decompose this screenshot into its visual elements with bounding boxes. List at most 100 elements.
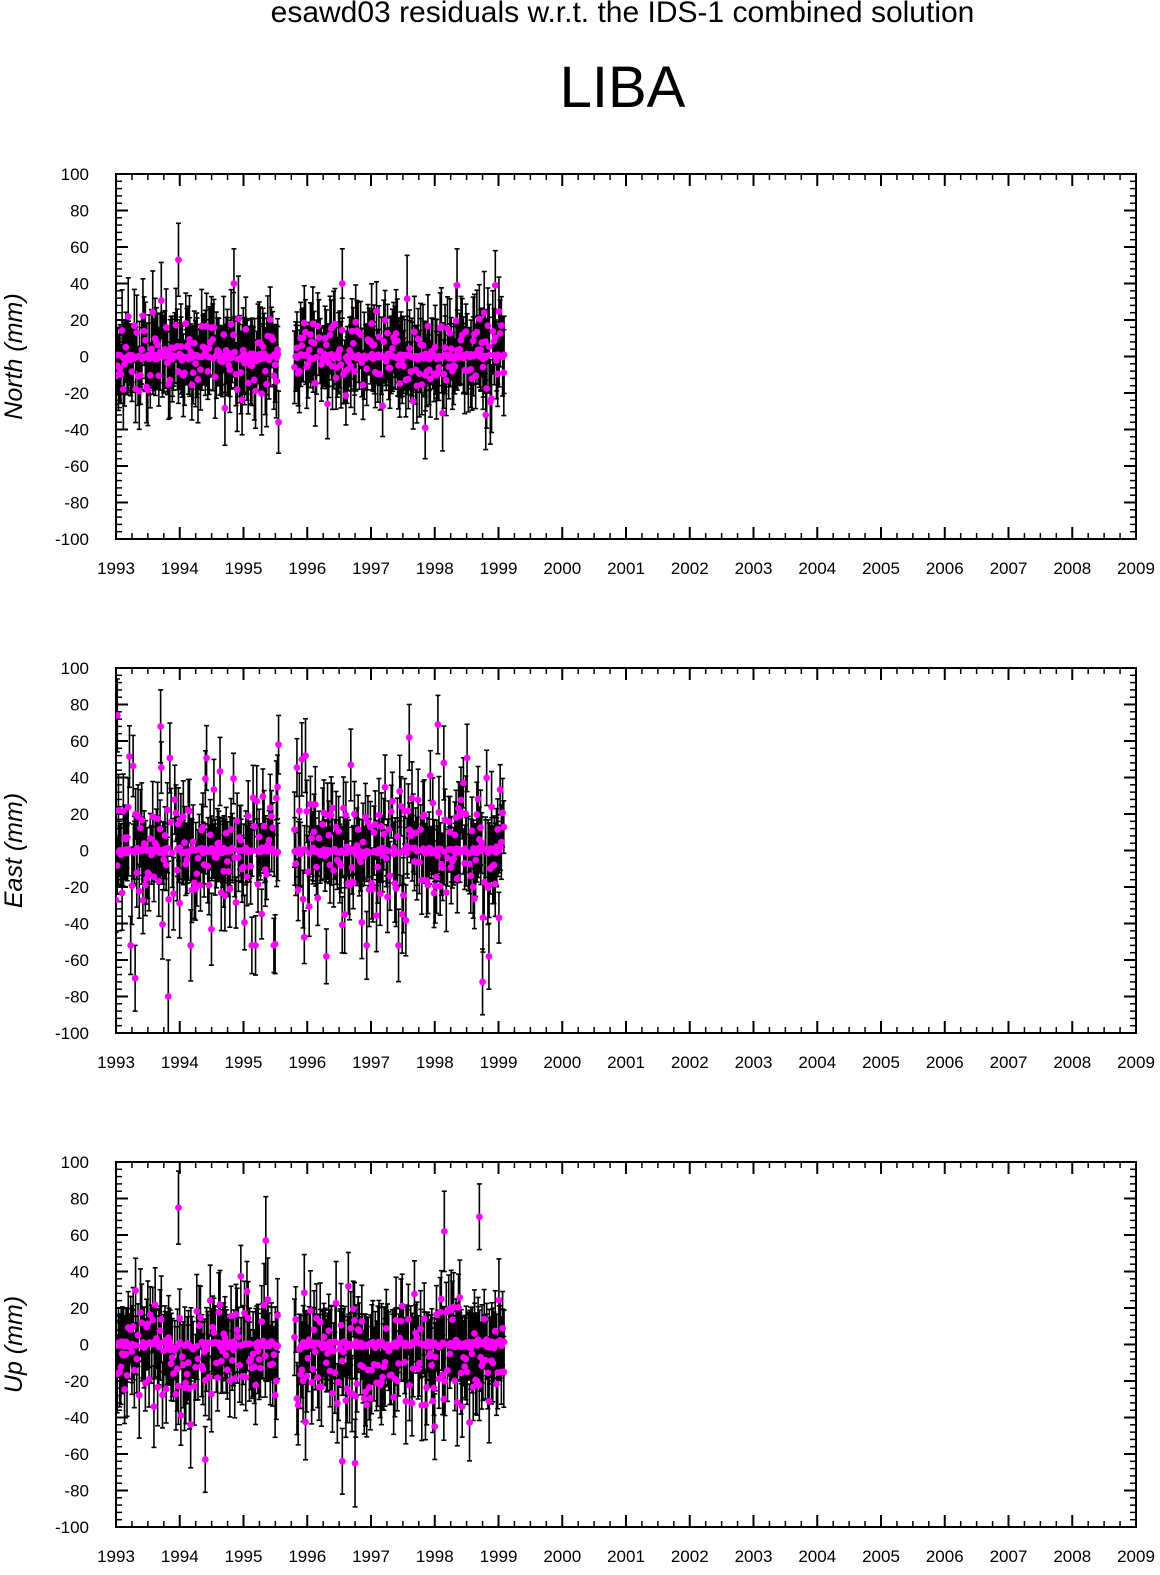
data-point [268,812,275,820]
data-point [424,322,432,330]
data-point [157,297,165,304]
data-point [500,823,508,831]
data-point [462,810,470,818]
data-point [381,316,389,324]
data-point [469,337,477,345]
data-point [483,385,491,392]
data-point [442,889,450,896]
data-point [295,367,303,375]
y-axis-title: East (mm) [0,793,28,908]
data-point [233,386,241,393]
data-point [124,803,132,811]
data-point [144,386,152,394]
data-point [406,345,413,352]
x-tick-label: 2004 [798,559,836,578]
data-point [418,381,426,389]
data-point [199,823,207,831]
data-point [386,364,394,372]
x-tick-label: 2000 [543,1547,581,1566]
data-point [371,821,379,828]
data-point [237,837,245,844]
data-point [164,844,172,852]
data-point [380,338,388,345]
data-point [466,860,473,868]
data-point [173,866,181,874]
data-point [308,834,316,842]
data-point [182,320,190,327]
y-tick-label: 40 [70,769,89,788]
data-point [352,318,360,326]
data-point [201,775,209,783]
data-point [467,872,475,880]
data-point [300,933,308,941]
x-tick-label: 2002 [671,559,709,578]
x-tick-label: 1994 [161,1547,199,1566]
x-tick-label: 2003 [735,1547,773,1566]
data-point [336,346,344,353]
data-point [369,885,377,893]
data-point [243,873,251,881]
x-tick-label: 1995 [225,1053,263,1072]
y-tick-label: 100 [61,1153,89,1172]
data-point [220,331,228,338]
data-point [482,338,489,345]
data-point [409,397,417,405]
y-tick-label: -40 [64,421,89,440]
data-point [326,331,334,339]
data-point [183,856,191,864]
y-tick-label: 0 [80,842,89,861]
x-tick-label: 2003 [735,559,773,578]
x-tick-label: 2004 [798,1053,836,1072]
data-point [216,768,224,775]
data-point [402,916,410,924]
data-point [425,366,433,374]
data-point [204,367,212,375]
y-tick-label: -20 [64,384,89,403]
data-point [330,867,338,874]
data-point [179,813,187,821]
data-point [392,330,400,337]
data-point [253,797,261,805]
x-tick-label: 1993 [97,1053,135,1072]
y-tick-label: 20 [70,311,89,330]
x-tick-label: 2007 [990,1547,1028,1566]
data-point [122,343,130,351]
data-point [436,882,444,890]
data-point [167,818,175,826]
data-point [135,387,143,395]
data-point [451,362,459,370]
y-tick-label: 80 [70,1190,89,1209]
data-point [435,809,443,816]
data-point [429,799,437,807]
data-point [140,327,148,335]
data-point [192,360,199,367]
data-point [351,368,358,375]
y-tick-label: -60 [64,1445,89,1464]
y-tick-label: 40 [70,275,89,294]
y-tick-label: -60 [64,951,89,970]
data-point [442,376,450,384]
data-point [170,890,177,898]
data-point [420,811,428,819]
data-point [349,878,357,886]
data-point [271,361,279,369]
data-point [188,381,196,389]
x-tick-label: 2005 [862,559,900,578]
data-point [164,993,172,1000]
data-point [434,721,442,728]
data-point [342,392,350,399]
data-point [375,333,383,341]
data-point [298,342,306,349]
data-point [376,890,384,898]
data-point [189,838,197,846]
data-point [233,817,241,825]
data-point [291,363,298,371]
data-point [415,370,423,378]
data-point [184,341,192,349]
data-point [231,348,239,356]
data-point [128,882,136,890]
data-point [396,787,404,795]
data-point [412,829,420,837]
data-point [414,335,422,343]
data-point [411,328,418,336]
